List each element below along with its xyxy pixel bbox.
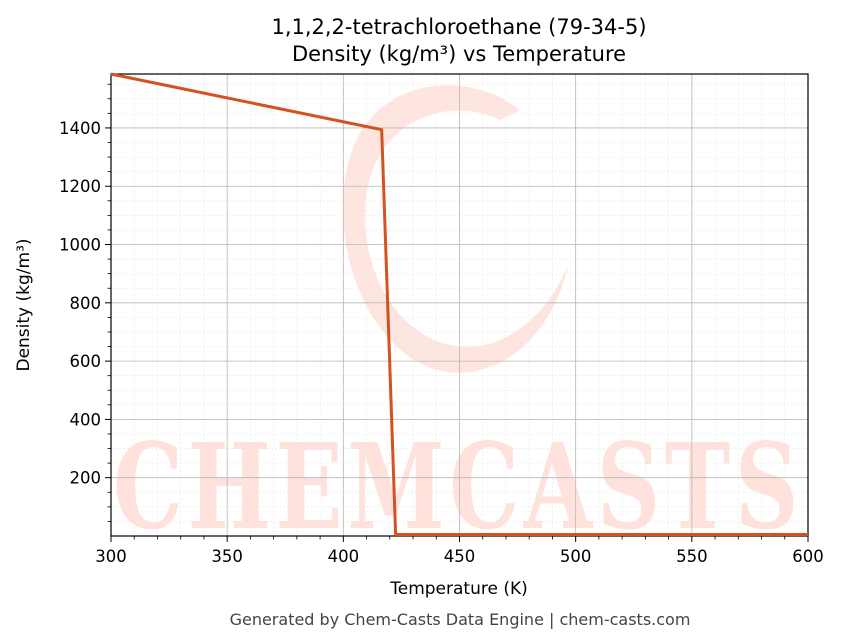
y-tick-label: 200	[70, 469, 102, 488]
series-line	[110, 72, 808, 537]
grid	[110, 74, 809, 537]
x-tick-label: 550	[676, 547, 708, 566]
y-tick-label: 400	[70, 410, 102, 429]
chart-subtitle: Density (kg/m³) vs Temperature	[292, 42, 626, 66]
watermark: CHEMCASTS	[113, 85, 797, 556]
x-tick-label: 350	[211, 547, 243, 566]
x-axis-label: Temperature (K)	[389, 579, 528, 599]
y-axis-label: Density (kg/m³)	[14, 238, 34, 371]
y-tick-label: 1400	[59, 119, 101, 138]
y-tick-label: 600	[70, 352, 102, 371]
x-tick-label: 400	[328, 547, 360, 566]
x-tick-label: 300	[95, 547, 127, 566]
y-tick-label: 1000	[59, 236, 101, 255]
series-layer	[110, 72, 808, 537]
y-tick-label: 1200	[59, 177, 101, 196]
chart-title: 1,1,2,2-tetrachloroethane (79-34-5)	[271, 15, 646, 39]
y-tick-label: 800	[70, 294, 102, 313]
x-tick-label: 450	[444, 547, 476, 566]
footer-credit: Generated by Chem-Casts Data Engine | ch…	[230, 610, 691, 629]
x-tick-label: 500	[560, 547, 592, 566]
ticks: 300 350 400 450 500 550 600 200 400 600 800 1000 120…	[59, 83, 824, 566]
x-tick-label: 600	[792, 547, 824, 566]
